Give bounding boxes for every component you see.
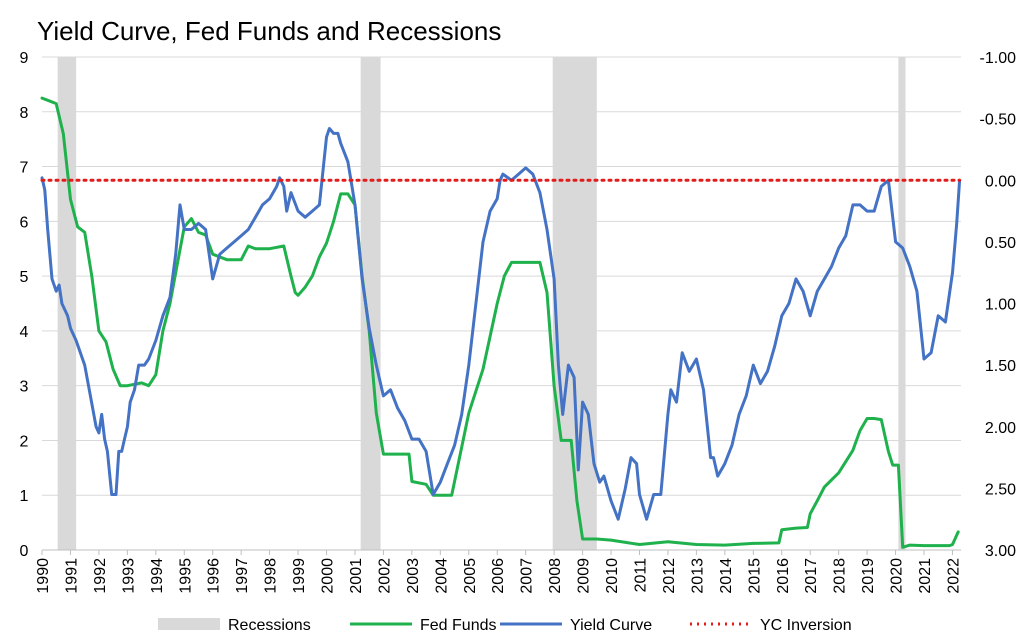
x-tick-label: 2010 bbox=[604, 558, 621, 594]
y-left-tick-label: 8 bbox=[20, 105, 29, 122]
x-tick-label: 1993 bbox=[120, 558, 137, 594]
x-tick-label: 2006 bbox=[490, 558, 507, 594]
y-right-tick-label: 0.50 bbox=[985, 235, 1016, 252]
x-tick-label: 2017 bbox=[803, 558, 820, 594]
y-left-tick-label: 2 bbox=[20, 433, 29, 450]
x-tick-label: 2001 bbox=[348, 558, 365, 594]
legend-label: Yield Curve bbox=[570, 617, 652, 634]
x-tick-label: 2004 bbox=[433, 558, 450, 594]
fed-funds-line bbox=[40, 96, 960, 549]
recession-band bbox=[360, 57, 381, 550]
legend-swatch-recessions bbox=[158, 618, 220, 630]
y-left-tick-label: 9 bbox=[20, 50, 29, 67]
x-tick-label: 2008 bbox=[547, 558, 564, 594]
y-right-tick-label: 2.00 bbox=[985, 420, 1016, 437]
x-tick-label: 2009 bbox=[576, 558, 593, 594]
x-tick-label: 2022 bbox=[945, 558, 962, 594]
x-tick-label: 1998 bbox=[263, 558, 280, 594]
x-tick-label: 2013 bbox=[689, 558, 706, 594]
legend-label: Recessions bbox=[228, 617, 311, 634]
y-left-tick-label: 1 bbox=[20, 488, 29, 505]
x-tick-label: 2016 bbox=[775, 558, 792, 594]
legend-label: Fed Funds bbox=[420, 617, 496, 634]
x-tick-label: 1991 bbox=[63, 558, 80, 594]
x-tick-label: 1995 bbox=[177, 558, 194, 594]
x-tick-label: 2007 bbox=[519, 558, 536, 594]
y-left-tick-label: 5 bbox=[20, 269, 29, 286]
y-right-tick-label: 0.00 bbox=[985, 173, 1016, 190]
x-tick-label: 2005 bbox=[462, 558, 479, 594]
y-right-tick-label: -0.50 bbox=[980, 112, 1017, 129]
x-tick-label: 2012 bbox=[661, 558, 678, 594]
series-layer bbox=[40, 96, 962, 549]
x-tick-label: 2019 bbox=[860, 558, 877, 594]
x-tick-label: 2020 bbox=[889, 558, 906, 594]
yield-curve-line bbox=[40, 127, 962, 521]
x-tick-label: 1990 bbox=[35, 558, 52, 594]
x-tick-label: 2018 bbox=[832, 558, 849, 594]
recession-band bbox=[898, 57, 906, 550]
y-right-tick-label: 1.50 bbox=[985, 358, 1016, 375]
x-tick-label: 2000 bbox=[320, 558, 337, 594]
y-left-tick-label: 4 bbox=[20, 324, 29, 341]
x-tick-label: 1997 bbox=[234, 558, 251, 594]
y-left-tick-label: 7 bbox=[20, 160, 29, 177]
axis-layer: 0 1 2 3 4 5 6 7 8 9 -1.00 -0.50 0.00 0.50 1.00 1.50 2.00… bbox=[20, 50, 1017, 594]
x-tick-label: 1996 bbox=[206, 558, 223, 594]
x-tick-label: 1992 bbox=[92, 558, 109, 594]
recession-layer bbox=[57, 57, 906, 550]
legend-label: YC Inversion bbox=[760, 617, 852, 634]
chart-title: Yield Curve, Fed Funds and Recessions bbox=[37, 16, 501, 46]
y-left-tick-label: 6 bbox=[20, 214, 29, 231]
y-left-tick-label: 3 bbox=[20, 379, 29, 396]
x-tick-label: 2015 bbox=[746, 558, 763, 594]
y-left-tick-label: 0 bbox=[20, 543, 29, 560]
legend: Recessions Fed Funds Yield Curve YC Inversi… bbox=[158, 617, 852, 634]
y-right-tick-label: 2.50 bbox=[985, 481, 1016, 498]
y-right-tick-label: 3.00 bbox=[985, 543, 1016, 560]
grid-layer bbox=[42, 56, 961, 551]
x-tick-label: 1999 bbox=[291, 558, 308, 594]
x-tick-label: 2021 bbox=[917, 558, 934, 594]
y-right-tick-label: 1.00 bbox=[985, 297, 1016, 314]
y-right-tick-label: -1.00 bbox=[980, 50, 1017, 67]
x-tick-label: 1994 bbox=[149, 558, 166, 594]
x-tick-label: 2003 bbox=[405, 558, 422, 594]
x-tick-label: 2002 bbox=[376, 558, 393, 594]
x-tick-label: 2011 bbox=[632, 558, 649, 593]
x-tick-label: 2014 bbox=[718, 558, 735, 594]
